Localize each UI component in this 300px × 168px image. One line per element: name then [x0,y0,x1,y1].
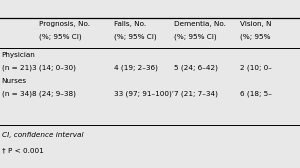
Text: Falls, No.: Falls, No. [114,21,146,27]
Text: 33 (97; 91–100)’7 (21; 7–34): 33 (97; 91–100)’7 (21; 7–34) [114,91,218,97]
Text: (n = 34)8 (24; 9–38): (n = 34)8 (24; 9–38) [2,91,75,97]
Text: (%; 95%: (%; 95% [240,34,271,40]
Text: CI, confidence interval: CI, confidence interval [2,132,83,138]
Text: 4 (19; 2–36): 4 (19; 2–36) [114,65,158,71]
Text: (%; 95% CI): (%; 95% CI) [174,34,217,40]
Text: † P < 0.001: † P < 0.001 [2,148,43,154]
Text: 6 (18; 5–: 6 (18; 5– [240,91,272,97]
Text: Nurses: Nurses [2,78,27,84]
Text: (n = 21)3 (14; 0–30): (n = 21)3 (14; 0–30) [2,65,75,71]
Text: Prognosis, No.: Prognosis, No. [39,21,90,27]
Text: Vision, N: Vision, N [240,21,272,27]
Text: 2 (10; 0–: 2 (10; 0– [240,65,272,71]
Text: (%; 95% CI): (%; 95% CI) [39,34,82,40]
Text: 5 (24; 6–42): 5 (24; 6–42) [174,65,218,71]
Text: Dementia, No.: Dementia, No. [174,21,226,27]
Text: (%; 95% CI): (%; 95% CI) [114,34,157,40]
Text: Physician: Physician [2,52,35,58]
